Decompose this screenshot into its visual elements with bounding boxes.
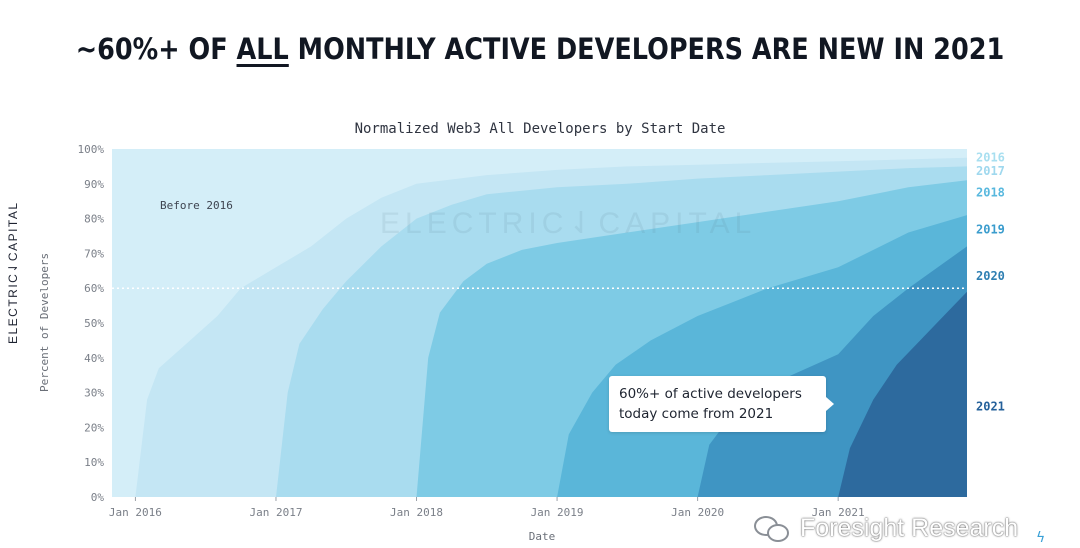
electric-capital-watermark: ELECTRIC⇃CAPITAL [380,207,757,240]
series-label-2017: 2017 [976,164,1005,178]
x-tick-label: Jan 2016 [109,506,162,519]
x-tick-label: Jan 2018 [390,506,443,519]
headline-pre: ~60%+ OF [75,32,237,66]
area-2021 [838,291,967,497]
headline-post: MONTHLY ACTIVE DEVELOPERS ARE NEW IN 202… [288,32,1005,66]
y-tick-label: 30% [84,387,104,400]
y-tick-label: 100% [78,143,105,156]
y-tick-label: 40% [84,352,104,365]
y-tick-label: 50% [84,317,104,330]
y-tick-label: 90% [84,178,104,191]
headline-underlined: ALL [236,32,289,66]
y-tick-label: 10% [84,456,104,469]
y-tick-label: 20% [84,421,104,434]
series-label-2016: 2016 [976,151,1005,165]
series-label-2020: 2020 [976,269,1005,283]
y-tick-label: 70% [84,247,104,260]
y-tick-label: 80% [84,213,104,226]
lightning-icon: ϟ [1036,530,1046,546]
callout-line-1: 60%+ of active developers [619,386,802,402]
foresight-research-watermark: Foresight Research [752,512,1018,544]
series-label-2018: 2018 [976,186,1005,200]
x-tick-label: Jan 2019 [531,506,584,519]
series-label-2021: 2021 [976,400,1005,414]
foresight-research-text: Foresight Research [800,513,1019,542]
chart-title: Normalized Web3 All Developers by Start … [354,121,726,137]
x-tick-labels: Jan 2016 Jan 2017 Jan 2018 Jan 2019 Jan 2020… [109,497,865,519]
y-tick-label: 0% [91,491,105,504]
callout-line-2: today come from 2021 [619,406,774,422]
callout-box: 60%+ of active developers today come fro… [609,376,834,432]
x-tick-label: Jan 2021 [812,506,865,519]
x-tick-label: Jan 2017 [249,506,302,519]
area-layers [112,149,967,498]
x-tick-label: Jan 2020 [671,506,724,519]
x-axis-title: Date [528,530,556,543]
y-tick-labels: 0% 10% 20% 30% 40% 50% 60% 70% 80% 90% 100% [78,143,105,504]
wechat-icon [752,514,792,542]
y-tick-label: 60% [84,282,104,295]
headline: ~60%+ OF ALL MONTHLY ACTIVE DEVELOPERS A… [65,32,1015,66]
series-label-2019: 2019 [976,223,1005,237]
